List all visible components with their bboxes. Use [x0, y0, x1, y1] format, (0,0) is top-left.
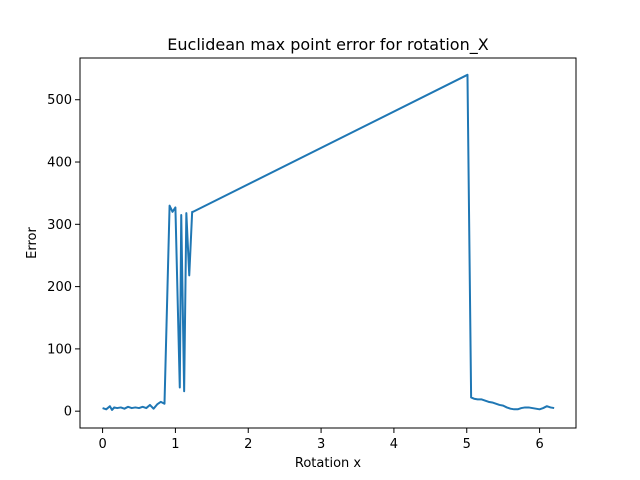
x-tick-label: 0	[98, 437, 106, 452]
x-tick-label: 6	[535, 437, 543, 452]
x-tick-label: 2	[244, 437, 252, 452]
plot-lines	[102, 73, 555, 411]
y-axis-ticks: 0 100 200 300 400 500	[47, 93, 80, 420]
y-tick-label: 500	[47, 93, 72, 108]
x-axis-label: Rotation x	[295, 456, 362, 471]
chart-title: Euclidean max point error for rotation_X	[167, 35, 488, 55]
x-axis-ticks: 0 1 2 3 4 5 6	[98, 428, 544, 452]
x-tick-label: 3	[317, 437, 325, 452]
y-tick-label: 200	[47, 280, 72, 295]
axes-frame	[79, 57, 577, 429]
y-tick-label: 0	[64, 405, 72, 420]
y-tick-label: 300	[47, 218, 72, 233]
x-tick-label: 1	[171, 437, 179, 452]
x-tick-label: 4	[390, 437, 398, 452]
series-line-0	[102, 73, 555, 411]
y-tick-label: 100	[47, 342, 72, 357]
y-tick-label: 400	[47, 156, 72, 171]
y-axis-label: Error	[25, 227, 40, 259]
x-tick-label: 5	[463, 437, 471, 452]
